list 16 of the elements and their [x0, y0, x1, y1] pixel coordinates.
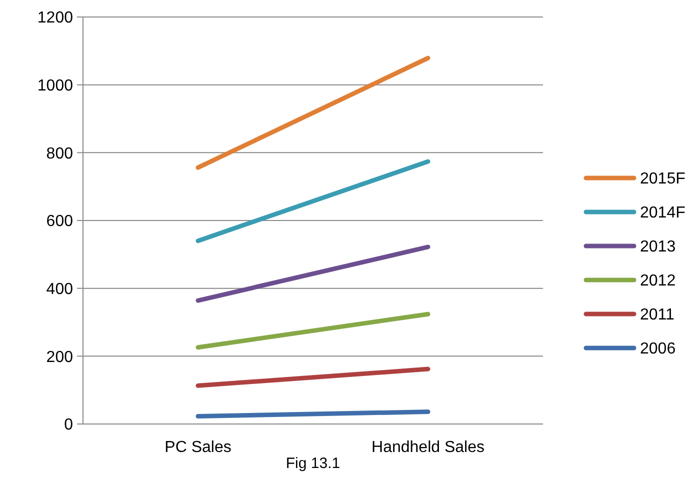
y-tick-label: 0 [64, 416, 74, 434]
x-tick-label: PC Sales [164, 439, 232, 456]
legend-label: 2011 [640, 306, 675, 324]
legend-label: 2012 [640, 272, 676, 290]
y-tick-label: 1200 [37, 10, 74, 27]
legend-label: 2015F [640, 170, 686, 188]
legend-label: 2006 [640, 340, 676, 358]
y-tick-label: 600 [46, 213, 74, 230]
y-tick-label: 1000 [37, 77, 74, 94]
x-tick-label: Handheld Sales [372, 439, 484, 456]
legend-label: 2014F [640, 204, 686, 222]
y-tick-label: 200 [46, 348, 74, 366]
caption: Fig 13.1 [286, 455, 340, 472]
y-tick-label: 400 [46, 280, 74, 298]
y-tick-label: 800 [46, 145, 74, 162]
legend-label: 2013 [640, 238, 676, 256]
